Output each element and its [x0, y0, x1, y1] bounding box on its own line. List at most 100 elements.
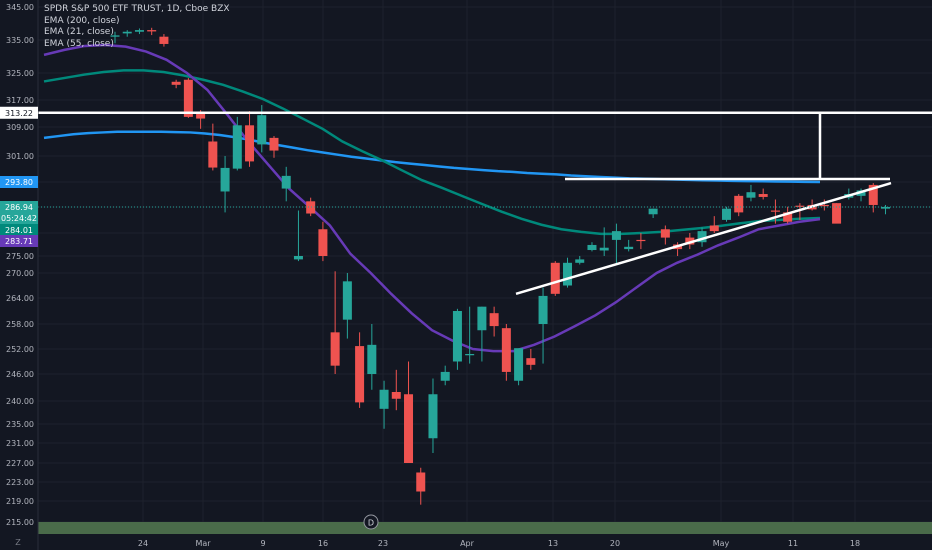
candle-body	[783, 212, 793, 222]
candles	[110, 27, 890, 505]
candle-body	[122, 31, 132, 34]
price-tick-label: 264.00	[6, 294, 34, 303]
tag-countdown: 05:24:42	[0, 212, 38, 224]
candle	[428, 378, 438, 453]
price-tick-label: 301.00	[6, 152, 34, 161]
candle-body	[514, 348, 524, 381]
legend-ema21[interactable]: EMA (21, close)	[44, 27, 114, 37]
candle	[611, 223, 621, 265]
dividend-marker[interactable]: D	[363, 514, 379, 530]
price-tick-label: 317.00	[6, 96, 34, 105]
candle	[232, 116, 242, 171]
candle	[783, 206, 793, 224]
dividend-label: D	[368, 519, 374, 528]
time-axis: 24 Mar 9 16 23 Apr 13 20 May 11 18	[138, 539, 860, 548]
time-tick-label: 9	[260, 539, 265, 548]
candle-body	[722, 208, 731, 220]
candle	[281, 166, 291, 202]
candle	[245, 111, 255, 167]
candle-body	[293, 256, 303, 260]
candle	[330, 271, 340, 374]
candle	[538, 287, 548, 364]
time-tick-label: May	[713, 539, 730, 548]
candle-body	[709, 225, 719, 232]
candle-body	[599, 247, 609, 251]
candle	[293, 210, 303, 262]
candle-body	[526, 358, 536, 365]
tag-resistance: 313.22	[0, 106, 38, 119]
candle	[722, 206, 731, 222]
axis-corner-label[interactable]: Z	[15, 538, 21, 547]
legend-ema55[interactable]: EMA (55, close)	[44, 38, 114, 49]
candle	[171, 79, 181, 89]
candle	[306, 197, 316, 217]
time-tick-label: Apr	[460, 539, 475, 548]
price-tick-label: 231.00	[6, 439, 34, 448]
candle	[819, 199, 829, 211]
candle	[624, 239, 634, 252]
tag-ema21: 283.71	[0, 235, 38, 247]
price-tick-label: 335.00	[6, 36, 34, 45]
time-tick-label: 24	[138, 539, 148, 548]
candle	[832, 203, 842, 224]
candle-body	[440, 371, 450, 381]
candle	[440, 365, 450, 386]
time-tick-label: 23	[378, 539, 388, 548]
price-tick-label: 252.00	[6, 345, 34, 354]
candle-body	[758, 194, 768, 197]
price-tags: 313.22 293.80 286.94 05:24:42 284.01 283.71	[0, 106, 38, 247]
candle-body	[575, 259, 585, 263]
price-tick-label: 325.00	[6, 69, 34, 78]
candle-body	[281, 175, 291, 189]
price-tick-label: 223.00	[6, 478, 34, 487]
candle-body	[636, 239, 646, 242]
price-tick-label: 258.00	[6, 320, 34, 329]
tag-ema200-bg	[0, 176, 38, 188]
candle	[404, 361, 414, 463]
price-tick-label: 345.00	[6, 3, 34, 12]
candle	[465, 306, 475, 364]
candle-body	[550, 262, 560, 294]
candle	[709, 216, 719, 233]
candle	[183, 78, 193, 118]
candle-body	[196, 112, 206, 119]
candle	[269, 136, 279, 158]
price-axis: 345.00 335.00 325.00 317.00 309.00 301.00 293.…	[0, 0, 39, 550]
candle-body	[257, 115, 267, 145]
candle-body	[880, 207, 890, 209]
volume-strip	[38, 522, 932, 534]
price-tick-label: 215.00	[6, 518, 34, 527]
candle	[746, 184, 756, 202]
tag-last-price-text: 286.94	[5, 203, 33, 212]
candle-body	[465, 354, 475, 356]
price-tick-label: 246.00	[6, 370, 34, 379]
time-tick-label: Mar	[195, 539, 211, 548]
candle	[599, 227, 609, 256]
tag-resistance-bg	[0, 106, 38, 119]
candle	[208, 123, 218, 171]
tag-ema55: 284.01	[0, 224, 38, 236]
candle	[220, 156, 230, 213]
candle	[391, 369, 401, 411]
candle	[685, 233, 695, 250]
candle-body	[489, 313, 499, 327]
candle	[342, 273, 352, 339]
candle-body	[746, 192, 756, 198]
tag-ema21-text: 283.71	[5, 237, 33, 246]
drawings	[38, 111, 932, 296]
candle	[501, 324, 511, 381]
price-tick-label: 240.00	[6, 397, 34, 406]
candle-body	[477, 306, 487, 331]
candle-body	[868, 184, 878, 205]
candle-body	[220, 167, 230, 192]
candle	[660, 225, 670, 245]
tag-ema21-bg	[0, 235, 38, 247]
candle	[526, 349, 536, 370]
legend-ema200[interactable]: EMA (200, close)	[44, 15, 120, 26]
symbol-title[interactable]: SPDR S&P 500 ETF TRUST, 1D, Cboe BZX	[44, 4, 230, 14]
candle	[795, 203, 805, 220]
candle-body	[171, 81, 181, 85]
candle	[110, 31, 120, 44]
candle	[587, 242, 597, 252]
